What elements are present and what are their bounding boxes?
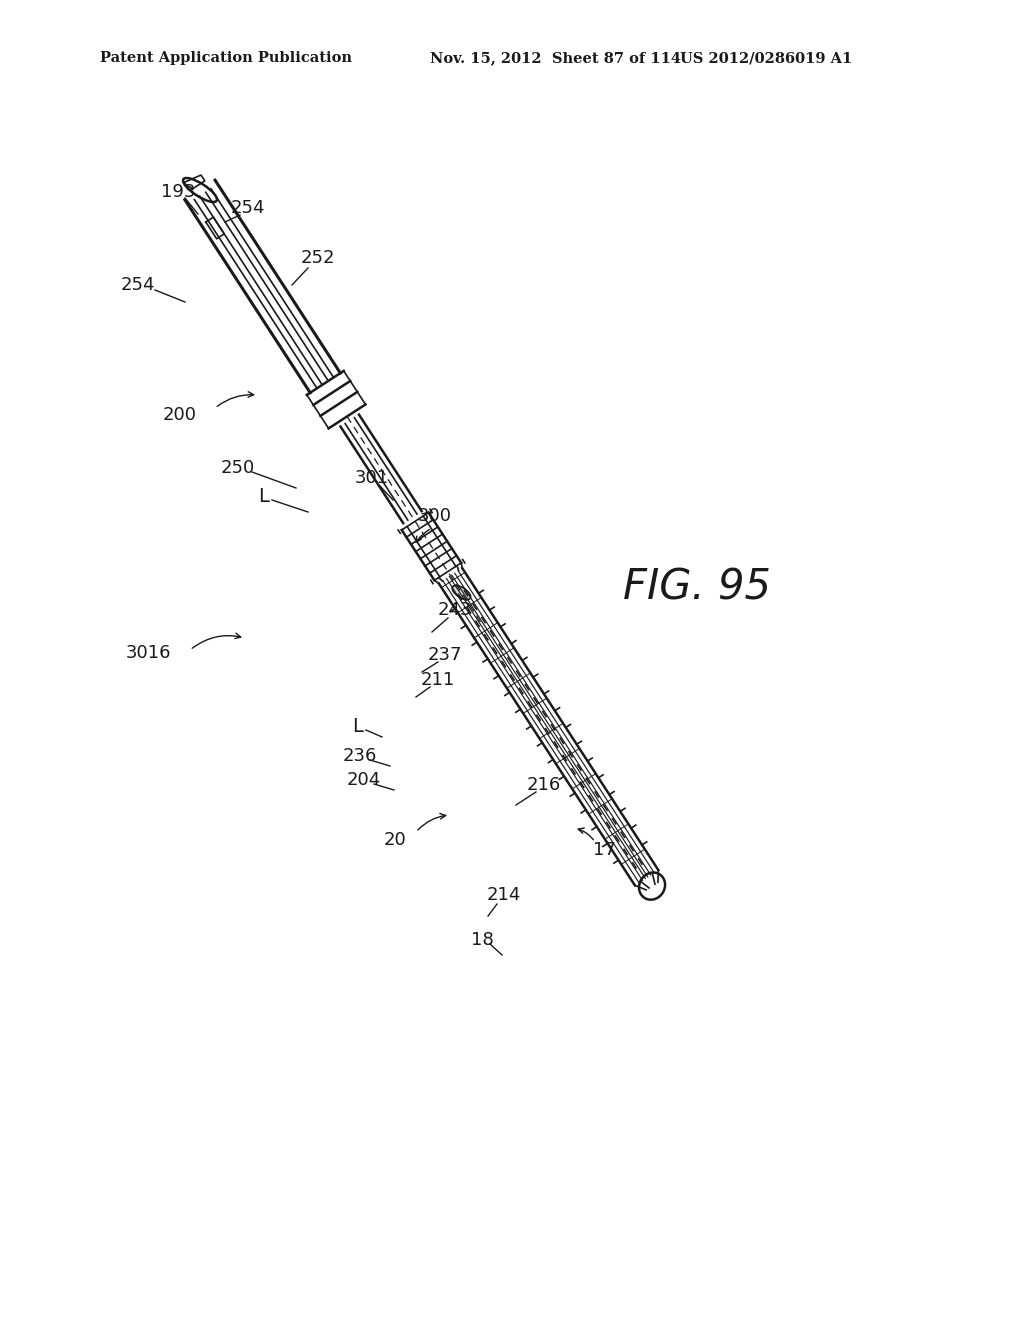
Text: 254: 254	[121, 276, 156, 294]
Text: L: L	[259, 487, 269, 506]
Ellipse shape	[453, 586, 471, 599]
Text: Patent Application Publication: Patent Application Publication	[100, 51, 352, 65]
Text: 243: 243	[437, 601, 472, 619]
Text: 17: 17	[593, 841, 615, 859]
Text: 301: 301	[355, 469, 389, 487]
Text: 3016: 3016	[125, 644, 171, 663]
Text: 300: 300	[418, 507, 452, 525]
Text: 200: 200	[163, 407, 197, 424]
Text: 18: 18	[471, 931, 494, 949]
Text: 204: 204	[347, 771, 381, 789]
Text: 216: 216	[527, 776, 561, 795]
Text: 214: 214	[486, 886, 521, 904]
Text: 193: 193	[161, 183, 196, 201]
Text: 211: 211	[421, 671, 455, 689]
Text: FIG. 95: FIG. 95	[623, 568, 771, 609]
Text: Nov. 15, 2012  Sheet 87 of 114: Nov. 15, 2012 Sheet 87 of 114	[430, 51, 681, 65]
Text: 250: 250	[221, 459, 255, 477]
Text: US 2012/0286019 A1: US 2012/0286019 A1	[680, 51, 852, 65]
Text: 20: 20	[384, 832, 407, 849]
Text: L: L	[352, 717, 364, 735]
Text: 254: 254	[230, 199, 265, 216]
Text: 237: 237	[428, 645, 462, 664]
Text: 236: 236	[343, 747, 377, 766]
Text: 252: 252	[301, 249, 335, 267]
